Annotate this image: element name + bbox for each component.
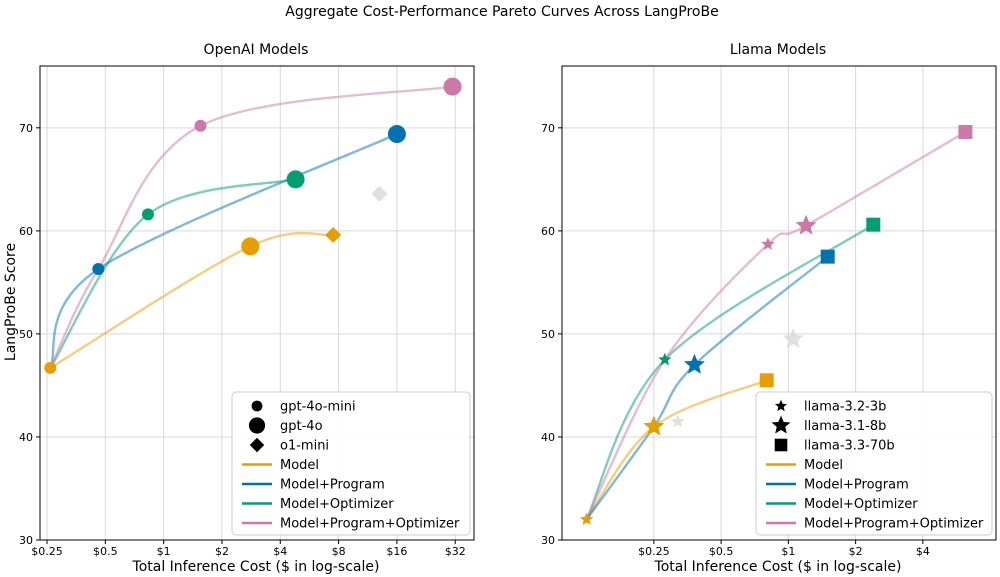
legend-label: Model+Program [280,478,385,493]
x-tick-label: $32 [445,545,466,558]
data-point-model-program-optimizer [194,119,207,132]
x-axis-label: Total Inference Cost ($ in log-scale) [132,559,380,575]
legend-label: llama-3.1-8b [804,419,886,434]
curve-model [49,231,335,370]
y-tick-label: 30 [19,534,33,547]
plot-frame [39,65,475,541]
x-tick-label: $0.5 [93,545,118,558]
data-point-model [241,237,260,256]
x-tick-label: $1 [781,545,795,558]
legend-marker-circle-small [251,400,263,412]
legend-label: llama-3.2-3b [804,400,886,415]
x-tick-label: $2 [215,545,229,558]
data-point-model-program-optimizer [443,77,462,96]
llama-models-panel: Llama Models Total Inference Cost ($ in … [541,42,997,575]
data-point-model [643,415,665,436]
y-tick-label: 40 [541,431,555,444]
data-point-model-program [387,125,406,144]
plot-frame [561,65,997,541]
data-point-model [759,373,774,388]
data-point-model-program [820,249,835,264]
x-tick-label: $0.5 [709,545,734,558]
x-tick-label: $4 [273,545,287,558]
data-point-model [579,512,594,526]
x-axis-label: Total Inference Cost ($ in log-scale) [654,559,902,575]
data-point-model-optimizer [141,208,154,221]
curve-model-program [49,132,399,370]
x-tick-label: $16 [386,545,407,558]
legend-label: Model+Optimizer [280,497,394,512]
legend-marker-star-large [771,415,791,434]
legend-marker-diamond [249,437,265,453]
legend-label: Model [804,458,843,473]
legend-marker-square [774,438,788,452]
legend-label: Model+Program+Optimizer [280,517,460,532]
legend-label: gpt-4o-mini [280,400,356,415]
legend-marker-circle-large [248,417,266,434]
data-point-model [325,226,342,243]
figure-title: Aggregate Cost-Performance Pareto Curves… [285,4,718,20]
y-tick-label: 30 [541,534,555,547]
y-tick-label: 40 [19,431,33,444]
legend: gpt-4o-mini gpt-4o o1-mini Model Model+Progr… [231,391,471,536]
data-point-model-program-optimizer [958,124,973,139]
x-tick-label: $2 [849,545,863,558]
x-tick-label: $8 [332,545,346,558]
data-point-model-program [92,262,105,275]
legend-label: llama-3.3-70b [804,439,895,454]
data-point-model [44,361,57,374]
panel-title: OpenAI Models [204,42,309,58]
y-axis-label: LangProBe Score [3,243,19,361]
x-tick-label: $0.25 [31,545,63,558]
curve-model-program-optimizer [49,85,454,370]
data-point-model-program-optimizer [795,214,817,235]
legend-label: Model+Optimizer [804,497,918,512]
data-point-unselected [371,185,388,202]
y-tick-label: 60 [541,225,555,238]
x-tick-label: $0.25 [638,545,670,558]
curve-model-program [585,255,829,521]
legend-marker-star-small [775,399,787,412]
legend-box [755,391,993,536]
data-point-model-program [684,353,705,374]
data-point-model-program-optimizer [761,237,775,250]
data-point-model-optimizer [866,217,881,232]
data-point-model-optimizer [658,352,672,366]
y-tick-label: 70 [541,122,555,135]
legend-label: o1-mini [280,439,329,454]
panel-title: Llama Models [730,42,826,58]
data-point-model-optimizer [286,170,305,189]
legend-label: Model+Program [804,478,909,493]
y-tick-label: 50 [19,328,33,341]
legend-label: gpt-4o [280,419,323,434]
legend-label: Model+Program+Optimizer [804,517,984,532]
y-tick-label: 60 [19,225,33,238]
legend-box [231,391,471,536]
y-tick-label: 70 [19,122,33,135]
data-point-unselected [671,414,685,428]
x-tick-label: $4 [916,545,930,558]
y-tick-label: 50 [541,328,555,341]
legend: llama-3.2-3b llama-3.1-8b llama-3.3-70b Mod… [755,391,993,536]
data-point-unselected [782,328,804,348]
legend-label: Model [280,458,319,473]
x-tick-label: $1 [157,545,171,558]
openai-models-panel: OpenAI Models Total Inference Cost ($ in… [3,42,475,575]
